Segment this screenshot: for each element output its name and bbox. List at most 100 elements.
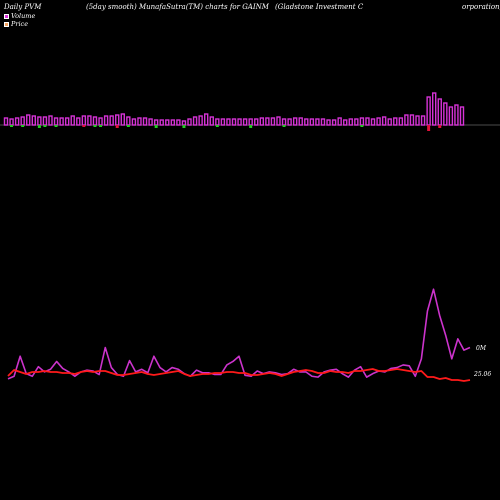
volume-bar-up — [203, 113, 209, 126]
chart-header-company-end: orporation) — [462, 3, 500, 11]
volume-bar-up — [459, 106, 465, 126]
chart-header-left: Daily PVM — [4, 3, 42, 11]
volume-bar-up — [20, 116, 25, 126]
volume-bar-up — [315, 118, 320, 126]
volume-bar-down — [93, 125, 97, 127]
volume-line — [7, 288, 471, 380]
price-volume-lines — [7, 288, 471, 382]
volume-bar-down — [54, 125, 58, 127]
volume-bar-up — [276, 116, 281, 126]
volume-bar-up — [37, 116, 42, 126]
volume-bar-up — [42, 116, 48, 126]
volume-bar-up — [326, 119, 331, 126]
volume-bar-down — [43, 125, 47, 127]
volume-bar-up — [259, 117, 264, 126]
volume-bar-up — [215, 118, 220, 126]
volume-bar-up — [81, 115, 87, 126]
volume-bar-up — [192, 116, 198, 126]
volume-bar-up — [70, 115, 75, 126]
volume-bar-up — [359, 117, 365, 126]
volume-bar-down — [10, 125, 14, 127]
volume-bar-up — [98, 117, 103, 126]
volume-bar-down — [82, 125, 86, 127]
volume-bar-up — [281, 118, 287, 126]
volume-bar-down — [215, 125, 219, 127]
volume-bar-down — [154, 125, 158, 128]
volume-bar-up — [14, 117, 20, 126]
volume-bar-up — [354, 118, 359, 126]
volume-bar-up — [209, 116, 214, 126]
volume-bar-up — [120, 113, 125, 126]
volume-bar-up — [3, 117, 9, 126]
volume-bar-up — [153, 119, 159, 126]
volume-bar-up — [432, 92, 437, 126]
chart-header-company: (Gladstone Investment C — [275, 3, 364, 11]
volume-bar-up — [426, 96, 431, 126]
volume-bar-down — [37, 125, 41, 128]
volume-bar-up — [31, 115, 36, 126]
volume-bar-up — [348, 118, 353, 126]
volume-bar-up — [198, 115, 203, 126]
volume-bar-up — [409, 114, 415, 126]
volume-bar-up — [92, 116, 98, 126]
volume-bar-up — [115, 114, 120, 126]
volume-bar-up — [270, 117, 276, 126]
price-line — [7, 368, 471, 382]
volume-bar-up — [398, 117, 404, 126]
volume-bar-up — [331, 119, 337, 126]
volume-bar-up — [76, 117, 81, 126]
legend-volume: Volume — [4, 12, 35, 20]
volume-bar-up — [226, 118, 231, 126]
volume-bar-down — [21, 125, 25, 127]
volume-bar-up — [9, 118, 14, 126]
volume-bar-up — [53, 117, 59, 126]
volume-bars — [0, 92, 500, 131]
volume-level-label: 0M — [476, 345, 487, 352]
volume-bar-down — [115, 125, 119, 128]
volume-bar-up — [287, 118, 292, 126]
price-level-label: 25.06 — [473, 371, 491, 378]
volume-bar-up — [159, 119, 164, 126]
volume-bar-down — [182, 125, 186, 128]
volume-bar-down — [360, 125, 364, 127]
volume-bar-up — [309, 118, 315, 126]
volume-bar-up — [170, 119, 176, 126]
volume-bar-up — [126, 116, 131, 126]
volume-bar-up — [420, 115, 426, 126]
volume-bar-down — [126, 125, 130, 127]
volume-bar-down — [438, 125, 442, 128]
volume-bar-up — [343, 119, 348, 126]
volume-bar-up — [26, 114, 31, 126]
volume-bar-up — [142, 117, 148, 126]
volume-bar-up — [387, 118, 392, 126]
volume-bar-up — [59, 117, 64, 126]
volume-bar-up — [103, 115, 109, 126]
volume-bar-up — [404, 114, 409, 126]
volume-bar-up — [231, 118, 237, 126]
volume-bar-down — [282, 125, 286, 127]
volume-bar-up — [109, 115, 114, 126]
volume-bar-up — [187, 118, 192, 126]
volume-bar-up — [454, 104, 459, 126]
legend-price: Price — [4, 20, 28, 28]
volume-bar-down — [249, 125, 253, 128]
legend-price-swatch — [4, 21, 9, 27]
volume-bar-up — [437, 98, 442, 126]
volume-bar-up — [292, 117, 298, 126]
volume-bar-up — [376, 117, 381, 126]
volume-bar-up — [304, 118, 309, 126]
volume-bar-up — [248, 118, 253, 126]
volume-bar-up — [320, 118, 326, 126]
volume-bar-up — [298, 117, 303, 126]
volume-bar-up — [148, 118, 153, 126]
volume-bar-up — [337, 117, 342, 126]
volume-bar-up — [370, 118, 376, 126]
volume-bar-up — [265, 117, 270, 126]
volume-bar-up — [131, 118, 137, 126]
legend-price-label: Price — [11, 20, 29, 28]
legend-volume-swatch — [4, 13, 9, 19]
volume-bar-up — [415, 115, 420, 126]
volume-bar-up — [64, 117, 70, 126]
volume-bar-up — [237, 118, 242, 126]
